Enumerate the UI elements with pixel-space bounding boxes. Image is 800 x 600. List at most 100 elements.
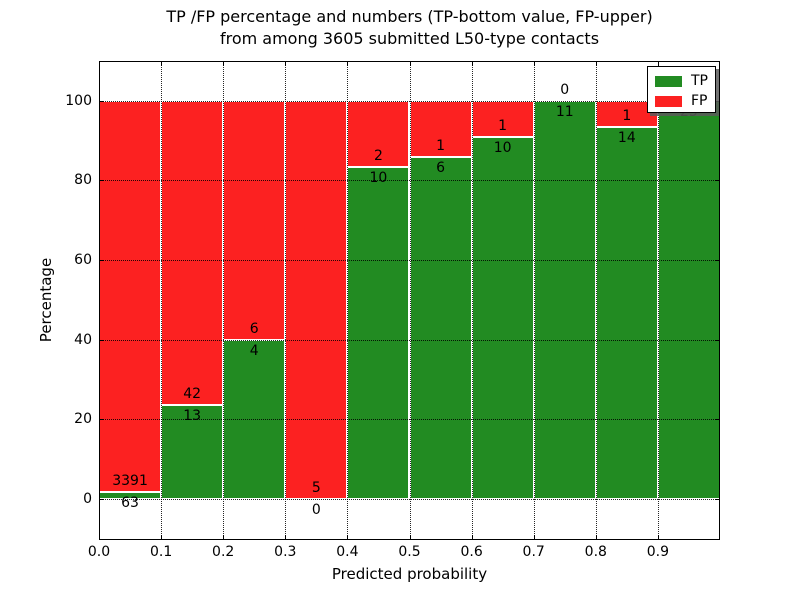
- bar-segment-tp: [161, 404, 224, 499]
- tp-count-label: 10: [369, 169, 388, 186]
- x-tick-mark: [347, 535, 349, 540]
- x-tick-label: 0.8: [584, 544, 607, 560]
- y-tick-mark: [99, 499, 104, 500]
- x-tick-mark: [657, 535, 659, 540]
- bar-segment-fp: [161, 100, 224, 405]
- y-tick-mark: [99, 100, 104, 102]
- fp-count-label: 1: [622, 108, 632, 125]
- legend-fp-label: FP: [691, 93, 708, 109]
- x-tick-mark: [285, 535, 287, 540]
- tp-count-label: 11: [555, 103, 574, 120]
- x-tick-mark: [99, 535, 100, 540]
- fp-count-label: 6: [249, 320, 259, 337]
- fp-count-label: 42: [183, 385, 202, 402]
- x-tick-label: 0.0: [87, 544, 111, 560]
- legend-tp-label: TP: [691, 73, 708, 89]
- y-tick-label: 80: [74, 172, 92, 189]
- fp-count-label: 1: [498, 117, 508, 134]
- bar-segment-fp: [223, 100, 286, 340]
- x-tick-mark: [347, 61, 349, 66]
- x-tick-mark: [595, 535, 597, 540]
- x-tick-mark: [657, 61, 659, 66]
- x-tick-mark: [285, 61, 287, 66]
- x-tick-label: 0.1: [149, 544, 173, 560]
- y-tick-label: 100: [65, 92, 92, 109]
- v-gridline: [533, 61, 535, 540]
- y-tick-label: 0: [83, 491, 92, 507]
- tp-count-label: 13: [183, 407, 202, 424]
- y-tick-mark: [99, 259, 104, 261]
- bar-segment-tp: [533, 100, 596, 499]
- x-tick-mark: [719, 535, 720, 540]
- x-tick-mark: [99, 61, 100, 66]
- x-tick-mark: [409, 61, 411, 66]
- bar-segment-fp: [99, 100, 162, 492]
- y-tick-mark: [715, 100, 720, 102]
- v-gridline: [285, 61, 287, 540]
- fp-count-label: 5: [311, 480, 321, 496]
- tp-count-label: 14: [617, 130, 636, 147]
- x-tick-label: 0.5: [398, 544, 421, 560]
- x-tick-label: 0.9: [646, 544, 670, 560]
- y-tick-label: 60: [74, 251, 92, 268]
- y-tick-label: 40: [74, 331, 92, 348]
- v-gridline: [471, 61, 473, 540]
- y-tick-mark: [715, 339, 720, 341]
- bar-segment-tp: [347, 166, 410, 499]
- v-gridline: [223, 61, 225, 540]
- x-tick-label: 0.6: [460, 544, 483, 560]
- legend-fp-swatch: [655, 95, 682, 107]
- chart-title: TP /FP percentage and numbers (TP-bottom…: [99, 6, 720, 50]
- legend: TP FP: [647, 66, 716, 113]
- bar-segment-fp: [347, 100, 410, 167]
- y-tick-mark: [715, 499, 720, 500]
- tp-count-label: 6: [436, 160, 446, 177]
- x-tick-mark: [161, 535, 163, 540]
- tp-count-label: 0: [311, 502, 321, 518]
- x-tick-label: 0.2: [212, 544, 235, 560]
- fp-count-label: 2: [373, 147, 383, 164]
- v-gridline: [409, 61, 411, 540]
- bar-segment-tp: [409, 157, 472, 499]
- chart-title-line1: TP /FP percentage and numbers (TP-bottom…: [166, 7, 653, 26]
- x-tick-mark: [471, 61, 473, 66]
- v-gridline: [161, 61, 163, 540]
- y-tick-mark: [99, 339, 104, 341]
- y-tick-label: 20: [74, 411, 92, 428]
- x-tick-mark: [719, 61, 720, 66]
- x-tick-mark: [595, 61, 597, 66]
- x-axis-label: Predicted probability: [331, 565, 488, 583]
- x-tick-mark: [533, 535, 535, 540]
- x-tick-mark: [409, 535, 411, 540]
- bar-segment-tp: [223, 339, 286, 499]
- legend-entry-tp: TP: [655, 71, 715, 91]
- chart-title-line2: from among 3605 submitted L50-type conta…: [219, 29, 600, 48]
- bar-segment-fp: [285, 100, 348, 499]
- tp-count-label: 63: [121, 494, 139, 511]
- legend-entry-fp: FP: [655, 91, 715, 111]
- x-tick-label: 0.3: [274, 544, 297, 560]
- v-gridline: [347, 61, 349, 540]
- y-tick-mark: [715, 419, 720, 421]
- bar-segment-tp: [657, 100, 720, 499]
- tp-count-label: 4: [249, 342, 259, 359]
- v-gridline: [595, 61, 597, 540]
- legend-tp-swatch: [655, 75, 682, 87]
- fp-count-label: 1: [436, 138, 446, 155]
- x-tick-mark: [161, 61, 163, 66]
- fp-count-label: 3391: [112, 472, 148, 489]
- y-tick-mark: [715, 180, 720, 182]
- x-tick-label: 0.7: [522, 544, 545, 560]
- x-tick-mark: [223, 61, 225, 66]
- y-axis-label: Percentage: [37, 257, 55, 343]
- tp-count-label: 10: [493, 139, 512, 156]
- y-tick-mark: [715, 259, 720, 261]
- v-gridline: [657, 61, 659, 540]
- y-tick-mark: [99, 180, 104, 182]
- bar-segment-tp: [595, 127, 658, 499]
- plot-area: 3391634213645021016110011114025: [99, 61, 720, 540]
- x-tick-mark: [223, 535, 225, 540]
- bar-segment-tp: [471, 136, 534, 499]
- x-tick-label: 0.4: [336, 544, 359, 560]
